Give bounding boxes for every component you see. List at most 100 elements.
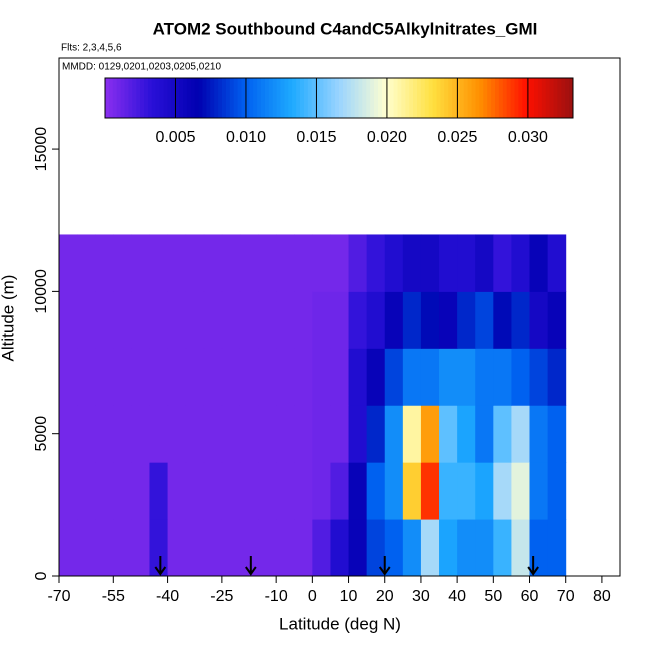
colorbar-segment xyxy=(253,78,258,118)
heat-cell xyxy=(167,291,187,349)
colorbar-segment xyxy=(284,78,289,118)
heat-cell xyxy=(547,462,567,520)
colorbar-segment xyxy=(140,78,145,118)
heat-cell xyxy=(511,405,531,463)
heat-cell xyxy=(330,291,350,349)
heat-cell xyxy=(276,234,295,292)
x-tick-label: 30 xyxy=(412,588,430,605)
colorbar-segment xyxy=(272,78,278,118)
colorbar-segment xyxy=(128,78,133,118)
heat-cell xyxy=(366,405,386,463)
heat-cell xyxy=(547,405,567,463)
colorbar-segment xyxy=(179,78,184,118)
heat-cell xyxy=(77,462,96,520)
heat-cell xyxy=(457,291,476,349)
colorbar-segment xyxy=(385,78,391,118)
heat-cell xyxy=(185,234,205,292)
heat-cell xyxy=(239,234,259,292)
heat-cell xyxy=(77,291,96,349)
colorbar-segment xyxy=(350,78,356,118)
colorbar-segment xyxy=(307,78,313,118)
arrow xyxy=(245,556,257,576)
heat-cell xyxy=(131,348,150,406)
colorbar-segment xyxy=(167,78,172,118)
heat-cell xyxy=(131,291,150,349)
heat-cell xyxy=(276,519,295,577)
heat-cell xyxy=(203,234,223,292)
heat-cell xyxy=(312,348,331,406)
heat-cell xyxy=(475,348,494,406)
colorbar-segment xyxy=(432,78,437,118)
colorbar-segment xyxy=(120,78,125,118)
colorbar-segment xyxy=(190,78,196,118)
heat-cell xyxy=(493,462,512,520)
x-tick-label: -25 xyxy=(210,588,233,605)
heat-cell xyxy=(402,234,422,292)
colorbar-segment xyxy=(420,78,426,118)
heat-cell xyxy=(439,348,458,406)
colorbar-segment xyxy=(545,78,551,118)
colorbar-segment xyxy=(171,78,176,118)
heat-cell xyxy=(95,519,114,577)
heat-cell xyxy=(59,519,78,577)
heat-cell xyxy=(475,234,494,292)
colorbar-segment xyxy=(370,78,375,118)
heat-cell xyxy=(312,462,331,520)
heat-cell xyxy=(439,234,458,292)
colorbar-segment xyxy=(537,78,543,118)
heat-cell xyxy=(77,348,96,406)
heat-cell xyxy=(131,405,150,463)
colorbar-segment xyxy=(206,78,211,118)
heat-cell xyxy=(493,405,512,463)
heat-cell xyxy=(131,519,150,577)
heat-cell xyxy=(366,348,386,406)
heat-cell xyxy=(529,405,549,463)
colorbar-segment xyxy=(565,78,570,118)
heat-cell xyxy=(457,348,476,406)
colorbar-segment xyxy=(218,78,223,118)
heat-cell xyxy=(511,519,531,577)
colorbar-segment xyxy=(342,78,348,118)
colorbar-segment xyxy=(389,78,395,118)
colorbar-segment xyxy=(534,78,539,118)
heat-cell xyxy=(457,462,476,520)
x-tick-label: 70 xyxy=(557,588,575,605)
colorbar-segment xyxy=(557,78,562,118)
heat-cell xyxy=(167,348,187,406)
heat-cell xyxy=(203,405,223,463)
x-tick-label: -55 xyxy=(102,588,125,605)
colorbar-tick-label: 0.010 xyxy=(226,129,266,146)
colorbar-segment xyxy=(456,78,461,118)
colorbar-segment xyxy=(381,78,387,118)
colorbar-segment xyxy=(155,78,161,118)
heat-cell xyxy=(384,234,404,292)
colorbar-segment xyxy=(194,78,200,118)
heat-cell xyxy=(203,462,223,520)
heat-cell xyxy=(348,462,368,520)
heat-cell xyxy=(511,462,531,520)
x-tick-label: 80 xyxy=(593,588,611,605)
heat-cell xyxy=(149,405,169,463)
heat-cell xyxy=(493,291,512,349)
colorbar-segment xyxy=(108,78,114,118)
colorbar-segment xyxy=(530,78,535,118)
colorbar-segment xyxy=(175,78,180,118)
heat-cell xyxy=(348,519,368,577)
colorbar-segment xyxy=(245,78,250,118)
y-tick-label: 5000 xyxy=(33,416,50,452)
heat-cell xyxy=(420,348,440,406)
colorbar-segment xyxy=(424,78,430,118)
heat-cell xyxy=(312,405,331,463)
heat-cell xyxy=(475,291,494,349)
colorbar-segment xyxy=(514,78,519,118)
heat-cell xyxy=(294,405,313,463)
heat-cell xyxy=(221,291,241,349)
heat-cell xyxy=(384,519,404,577)
colorbar-segment xyxy=(541,78,547,118)
heat-cell xyxy=(276,462,295,520)
colorbar-tick-label: 0.030 xyxy=(508,129,548,146)
heat-cell xyxy=(203,291,223,349)
heat-cell xyxy=(294,234,313,292)
heat-cell xyxy=(420,291,440,349)
heat-cell xyxy=(475,519,494,577)
